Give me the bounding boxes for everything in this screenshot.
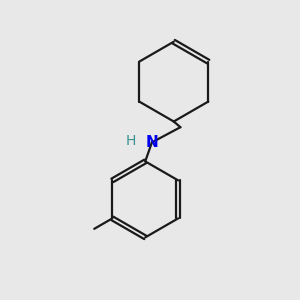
Text: N: N: [146, 135, 158, 150]
Text: H: H: [126, 134, 136, 148]
